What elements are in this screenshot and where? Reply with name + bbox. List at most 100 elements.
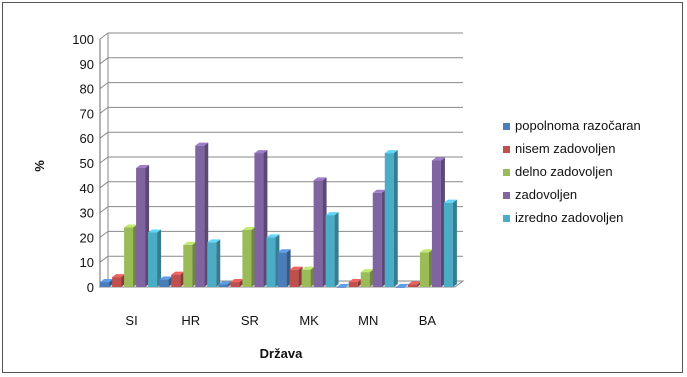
bar-ba-5 [443,199,457,287]
bar-top [301,266,315,270]
bar-top [277,249,291,253]
legend-item: nisem zadovoljen [503,141,615,156]
bar-front [124,227,134,287]
bar-front [183,244,193,287]
chart-frame [2,2,683,373]
bar-top [348,279,362,283]
bar-hr-2 [171,271,185,287]
x-tick-label: SI [125,313,137,328]
gridline-side [99,206,109,214]
legend-label: nisem zadovoljen [515,141,615,156]
bar-front [171,274,181,287]
bar-top [431,157,445,161]
bar-top [289,266,303,270]
legend-swatch [503,123,510,130]
bar-si-4 [136,164,150,287]
y-tick-label: 100 [72,32,94,47]
bar-ba-3 [419,249,433,287]
legend-item: popolnoma razočaran [503,118,641,133]
legend: popolnoma razočaran nisem zadovoljen delno… [503,118,641,225]
x-tick-label: MK [299,313,319,328]
x-tick-label: SR [241,313,259,328]
bar-front [289,269,299,287]
bar-front [360,272,370,287]
bar-front [325,215,335,287]
bar-top [148,229,162,233]
bar-sr-4 [254,150,268,287]
bar-ba-1 [395,284,409,288]
bar-sr-3 [242,226,256,287]
bar-mk-1 [277,249,291,287]
y-tick-label: 20 [80,230,94,245]
bar-top [266,234,280,238]
x-tick-label: HR [181,313,200,328]
y-tick-label: 40 [80,181,94,196]
bar-top [336,284,350,287]
bar-hr-1 [159,276,173,287]
bar-mn-4 [372,189,386,287]
gridline-side [99,255,109,263]
bar-side [334,212,339,287]
bar-top [136,164,150,168]
bar-hr-4 [195,142,209,287]
y-tick-label: 80 [80,82,94,97]
bar-sr-5 [266,234,280,287]
bar-top [443,199,457,203]
y-tick-label: 0 [87,280,94,295]
bar-top [395,284,409,287]
bar-front [407,284,417,287]
bar-front [419,252,429,287]
bar-front [266,237,276,287]
bar-top [124,224,138,228]
y-axis-title: % [32,160,47,172]
gridline-side [99,181,109,189]
bar-top [195,142,209,146]
bar-front [218,284,228,287]
y-tick-label: 10 [80,255,94,270]
bar-front [313,180,323,287]
y-tick-label: 90 [80,57,94,72]
y-tick-label: 30 [80,206,94,221]
bar-front [336,287,346,288]
bar-top [100,279,114,283]
bar-top [218,281,232,285]
bar-front [301,269,311,287]
bar-mn-1 [336,284,350,288]
gridline-side [99,107,109,114]
bar-front [431,160,441,287]
y-tick-label: 70 [80,106,94,121]
bar-front [277,252,287,287]
bar-top [372,189,386,193]
bar-front [207,242,217,287]
bar-top [384,150,398,154]
legend-item: delno zadovoljen [503,164,613,179]
bar-front [242,229,252,287]
legend-item: izredno zadovoljen [503,210,623,225]
bars [100,142,457,288]
legend-label: zadovoljen [515,187,577,202]
bar-mn-5 [384,150,398,287]
legend-swatch [503,215,510,222]
legend-label: izredno zadovoljen [515,210,623,225]
bar-front [395,287,405,288]
x-axis-categories: SI HR SR MK MN BA [125,313,436,328]
bar-mk-3 [301,266,315,287]
bar-top [183,241,197,245]
bar-mn-3 [360,269,374,287]
gridline-side [99,230,109,238]
gridline-side [99,131,109,139]
bar-front [112,277,122,287]
bar-hr-5 [207,239,221,287]
bar-front [230,282,240,287]
bar-si-5 [148,229,162,287]
bar-front [348,282,358,287]
bar-top [360,269,374,273]
bar-si-2 [112,274,126,287]
bar-top [159,276,173,280]
bar-si-3 [124,224,138,287]
bar-mk-5 [325,212,339,287]
bar-front [159,279,169,287]
bar-front [148,232,158,287]
bar-top [112,274,126,278]
